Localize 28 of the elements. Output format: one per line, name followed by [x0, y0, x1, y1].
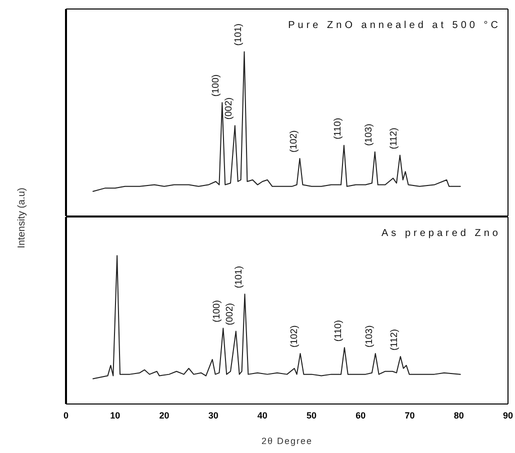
- y-axis-title: Intensity (a.u): [16, 188, 28, 248]
- annotation: (102): [288, 130, 300, 152]
- annotation: (100): [212, 300, 223, 322]
- annotation: (112): [388, 128, 400, 150]
- chart-title: As prepared Zno: [382, 228, 501, 239]
- annotation: (101): [232, 24, 244, 46]
- x-tick-label: 10: [110, 410, 120, 420]
- annotation: (112): [388, 329, 400, 351]
- x-tick-label: 90: [502, 410, 514, 420]
- x-tick-label: 70: [404, 410, 415, 420]
- x-tick-label: 0: [63, 410, 69, 420]
- chart-title: Pure ZnO annealed at 500 °C: [288, 20, 501, 31]
- annotation: (103): [364, 325, 375, 348]
- annotation: (101): [233, 266, 244, 288]
- annotation: (110): [332, 118, 344, 140]
- x-tick-label: 30: [208, 410, 218, 420]
- annotation: (110): [332, 320, 344, 342]
- x-tick-label: 80: [454, 410, 464, 420]
- x-axis-title: 2θ Degree: [261, 436, 313, 446]
- x-tick-label: 40: [257, 410, 268, 420]
- annotation: (102): [288, 325, 300, 348]
- x-tick-label: 20: [159, 410, 170, 420]
- annotation: (100): [210, 74, 222, 97]
- annotation: (002): [224, 303, 236, 326]
- annotation: (002): [223, 97, 234, 120]
- x-tick-label: 60: [356, 410, 366, 420]
- annotation: (103): [363, 124, 374, 146]
- x-tick-label: 50: [306, 410, 317, 420]
